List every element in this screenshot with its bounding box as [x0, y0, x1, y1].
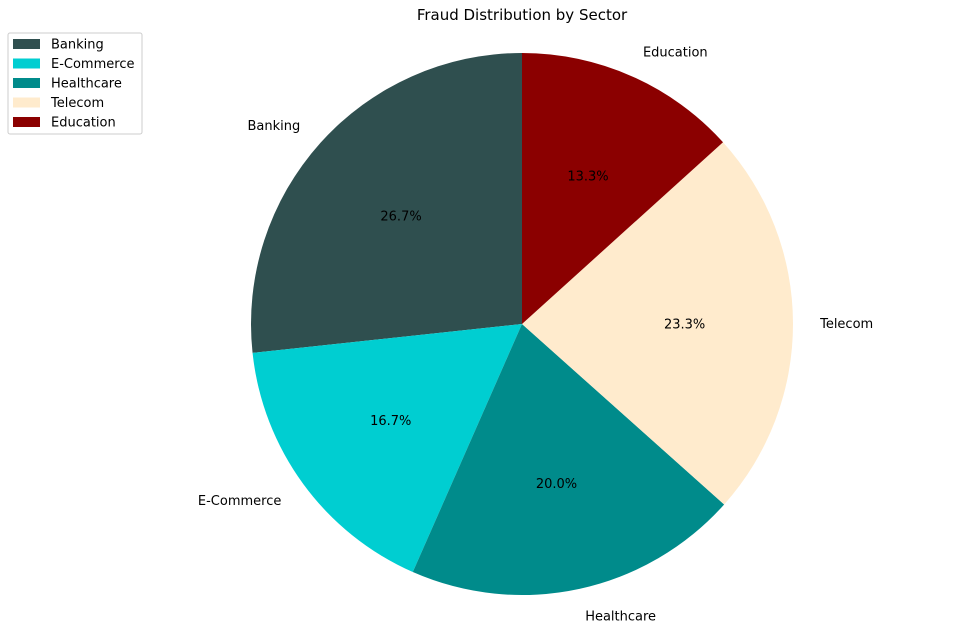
percent-label-education: 13.3% [567, 169, 608, 184]
slice-label-telecom: Telecom [819, 317, 873, 332]
legend-frame [7, 32, 143, 135]
percent-label-healthcare: 20.0% [536, 477, 577, 492]
legend-label-education: Education [51, 116, 116, 131]
slice-label-e-commerce: E-Commerce [198, 494, 281, 509]
legend-label-telecom: Telecom [50, 96, 104, 111]
percent-label-telecom: 23.3% [664, 317, 705, 332]
pie-slice-healthcare [412, 324, 725, 595]
pie-slice-banking [251, 53, 522, 353]
legend: Banking E-Commerce Healthcare Telecom Educat… [7, 32, 143, 135]
percent-label-e-commerce: 16.7% [370, 414, 411, 429]
pie-labels: Banking 26.7% E-Commerce 16.7% Healthcare 20.… [198, 46, 873, 625]
percent-label-banking: 26.7% [380, 209, 421, 224]
slice-label-healthcare: Healthcare [585, 609, 656, 624]
pie-slice-e-commerce [252, 324, 522, 573]
pie-slice-telecom [522, 142, 793, 505]
slice-label-education: Education [643, 46, 708, 61]
chart-title: Fraud Distribution by Sector [417, 6, 628, 24]
legend-swatch-telecom [13, 97, 40, 108]
legend-label-e-commerce: E-Commerce [51, 57, 134, 72]
pie-slice-education [522, 53, 724, 324]
legend-label-healthcare: Healthcare [51, 77, 122, 92]
slice-label-banking: Banking [247, 119, 300, 134]
legend-swatch-banking [13, 39, 40, 49]
legend-swatch-e-commerce [13, 58, 40, 69]
legend-swatch-healthcare [13, 78, 40, 88]
legend-swatch-education [13, 117, 40, 127]
legend-label-banking: Banking [51, 38, 104, 53]
pie-slices [251, 53, 793, 595]
